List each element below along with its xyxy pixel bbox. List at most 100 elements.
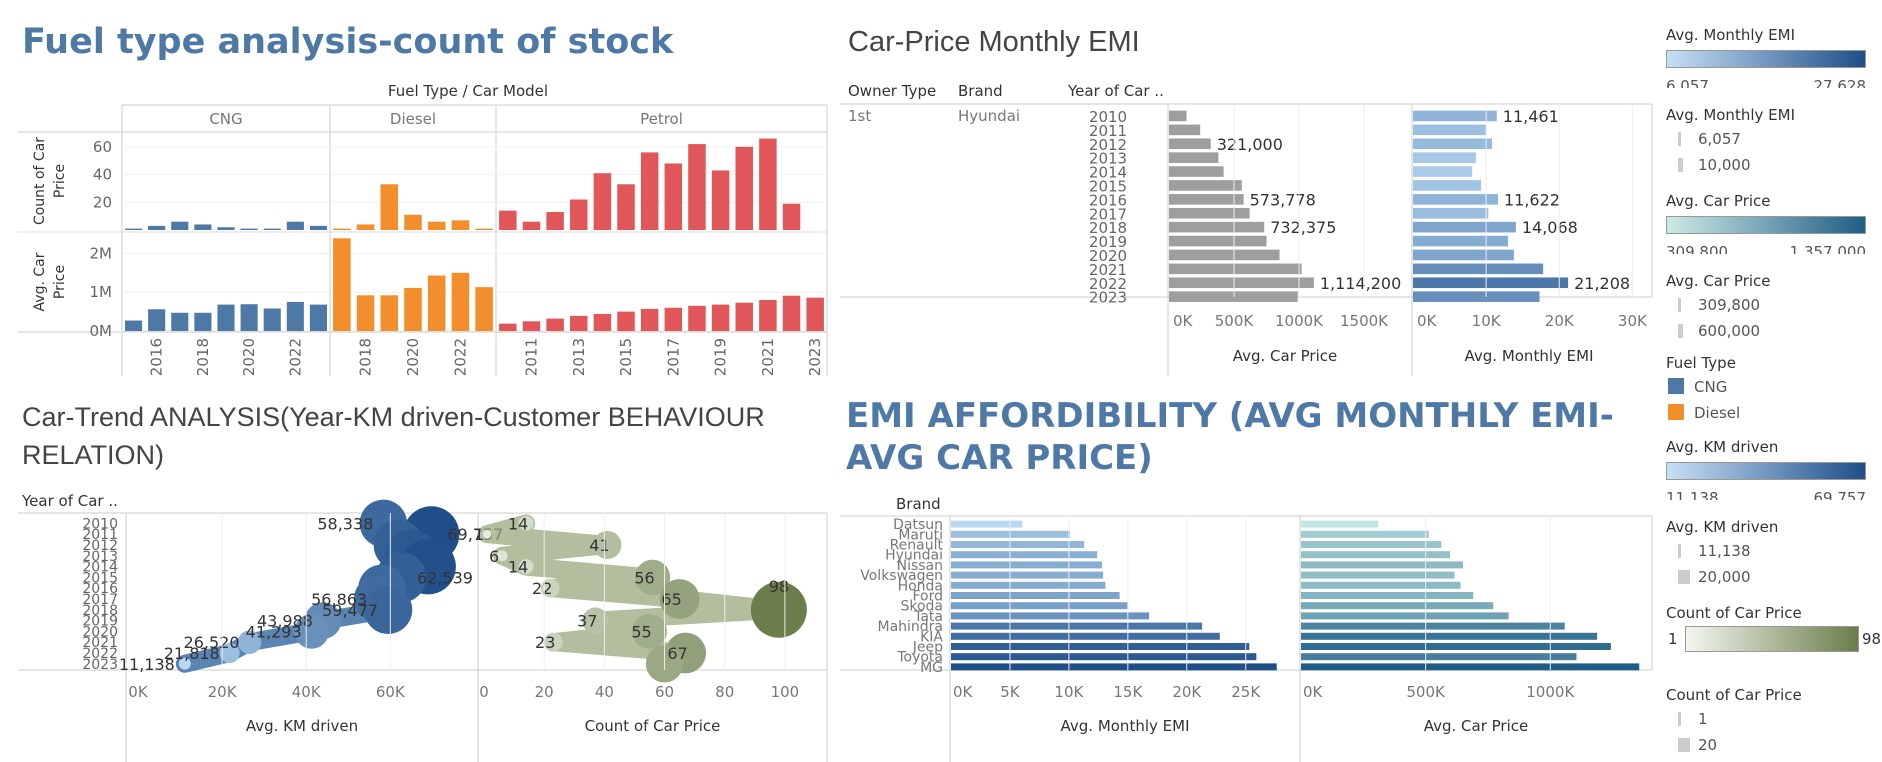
count-point bbox=[543, 632, 563, 652]
km-label: 58,338 bbox=[317, 514, 373, 533]
count-point bbox=[582, 607, 609, 634]
year-label: 2021 bbox=[1089, 261, 1127, 279]
km-label: 21,818 bbox=[164, 644, 220, 663]
legend-emi-color-max: 27,628 bbox=[1813, 77, 1867, 88]
legend-price-size-item-1: 309,800 bbox=[1698, 296, 1761, 314]
year-label: 2020 bbox=[1089, 247, 1127, 265]
price-bar bbox=[333, 238, 351, 331]
year-label: 2019 bbox=[1089, 233, 1127, 251]
count-label: 41 bbox=[589, 536, 609, 555]
legend-fuel-diesel-label[interactable]: Diesel bbox=[1694, 404, 1741, 420]
count-label: 14 bbox=[508, 558, 528, 577]
price-bar bbox=[356, 295, 375, 331]
legend-count-size-title: Count of Car Price bbox=[1666, 686, 1802, 704]
year-tick: 2019 bbox=[712, 338, 730, 376]
count-point bbox=[632, 613, 667, 649]
price-bar bbox=[1169, 124, 1201, 136]
price-bar bbox=[1169, 110, 1187, 122]
emi-bar bbox=[951, 592, 1120, 599]
legend-price-color-range: 309,800 1,357,000 bbox=[1666, 236, 1866, 254]
price-bar bbox=[1169, 207, 1250, 219]
axis1-tick: 1500K bbox=[1340, 312, 1389, 330]
brand-label: Renault bbox=[890, 538, 944, 554]
brand-label: Nissan bbox=[897, 558, 943, 574]
km-point bbox=[363, 585, 413, 634]
year-label: 2013 bbox=[1089, 150, 1127, 168]
count-point bbox=[659, 579, 700, 619]
price-bar bbox=[735, 302, 753, 331]
axis1-tick: 40K bbox=[292, 683, 322, 701]
legend-count-color-ramp[interactable] bbox=[1685, 626, 1859, 652]
price-bar bbox=[1169, 180, 1242, 191]
emi-bar-label: 11,461 bbox=[1503, 107, 1559, 126]
axis2-tick: 100 bbox=[771, 683, 800, 701]
count-label: 37 bbox=[577, 612, 597, 631]
price-bar bbox=[711, 304, 730, 331]
legend-fuel-diesel-swatch[interactable] bbox=[1668, 404, 1684, 420]
axis1-tick: 1000K bbox=[1275, 312, 1324, 330]
legend-price-size-mark-1 bbox=[1678, 298, 1681, 312]
emi-price-panel-title: Car-Price Monthly EMI bbox=[848, 26, 1140, 58]
price-bar bbox=[688, 305, 706, 331]
price-bar bbox=[1169, 291, 1298, 302]
count-bar bbox=[711, 170, 730, 230]
count-bar bbox=[194, 224, 212, 230]
emi-bar bbox=[1413, 207, 1489, 219]
row-label-price: Avg. Car bbox=[32, 252, 48, 311]
legend-emi-color-ramp[interactable] bbox=[1666, 50, 1866, 68]
year-tick: 2015 bbox=[617, 338, 635, 376]
axis1-tick: 0K bbox=[953, 683, 974, 701]
count-bar bbox=[309, 225, 327, 230]
axis2-tick: 0K bbox=[1417, 312, 1438, 330]
emi-bar bbox=[951, 612, 1150, 620]
price-bar bbox=[1301, 541, 1442, 548]
count-bar bbox=[404, 214, 422, 230]
legend-price-size-mark-2 bbox=[1678, 324, 1683, 338]
count-bar bbox=[380, 184, 399, 230]
km-point bbox=[237, 630, 262, 654]
row-label-count-2: Price bbox=[52, 164, 68, 198]
year-tick: 2013 bbox=[570, 338, 588, 376]
emi-bar bbox=[1413, 180, 1482, 191]
price-bar bbox=[1301, 520, 1379, 528]
count-tick: 60 bbox=[93, 138, 112, 156]
emi-bar bbox=[951, 602, 1128, 610]
count-point bbox=[518, 515, 534, 531]
legend-km-color-max: 69,757 bbox=[1813, 489, 1867, 500]
emi-bar bbox=[1413, 277, 1569, 289]
year-tick: 2016 bbox=[148, 338, 166, 376]
count-bar bbox=[593, 173, 612, 230]
year-tick: 2022 bbox=[286, 338, 304, 376]
brand-label: Tata bbox=[913, 609, 943, 625]
count-bar bbox=[333, 228, 351, 230]
brand-label: MG bbox=[920, 660, 943, 676]
count-point bbox=[634, 559, 671, 596]
km-label: 62,539 bbox=[417, 568, 473, 587]
legend-km-color-ramp[interactable] bbox=[1666, 462, 1866, 480]
emi-bar bbox=[1413, 166, 1473, 177]
year-tick: 2018 bbox=[357, 338, 375, 376]
legend-km-size-mark-1 bbox=[1678, 544, 1681, 558]
legend-price-size-items: 309,800 600,000 bbox=[1666, 294, 1866, 338]
row-label-price-2: Price bbox=[52, 265, 68, 299]
year-label: 2017 bbox=[1089, 205, 1127, 223]
axis1-label: Avg. Car Price bbox=[1233, 347, 1338, 365]
price-bar bbox=[1301, 602, 1494, 610]
legend-price-color-title: Avg. Car Price bbox=[1666, 192, 1771, 210]
emi-bar bbox=[1413, 249, 1514, 261]
price-bar bbox=[593, 313, 612, 331]
price-bar bbox=[451, 272, 470, 331]
count-label: 22 bbox=[532, 579, 552, 598]
legend-price-color-ramp[interactable] bbox=[1666, 216, 1866, 234]
axis1-label: Avg. KM driven bbox=[246, 717, 358, 735]
axis1-tick: 0K bbox=[1173, 312, 1194, 330]
emi-bar bbox=[1413, 138, 1492, 150]
legend-fuel-cng-label[interactable]: CNG bbox=[1694, 378, 1728, 396]
col-header-owner: Owner Type bbox=[848, 82, 936, 100]
legend-km-color-title: Avg. KM driven bbox=[1666, 438, 1779, 456]
year-label: 2022 bbox=[82, 646, 118, 662]
price-bar bbox=[1301, 663, 1640, 671]
axis2-tick: 500K bbox=[1406, 683, 1446, 701]
year-label: 2010 bbox=[82, 516, 118, 532]
legend-fuel-cng-swatch[interactable] bbox=[1668, 378, 1684, 394]
